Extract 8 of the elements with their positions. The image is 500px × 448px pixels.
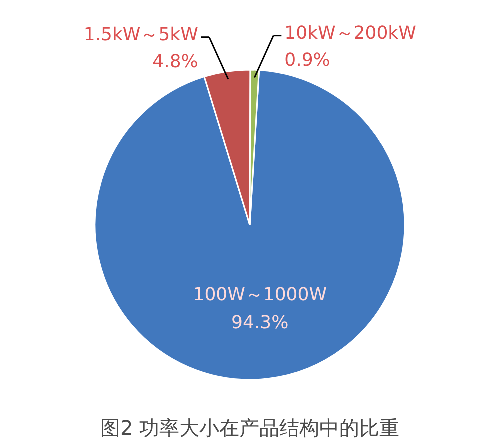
pie-slice [94,70,406,381]
data-label: 0.9% [284,50,330,71]
slice-label: 10kW～200kW [284,22,417,44]
slice-label: 1.5kW～5kW [84,24,199,46]
data-label: 94.3% [232,312,289,334]
slice-label: 100W～1000W [193,284,328,306]
data-label: 4.8% [152,51,198,72]
text: 图2 功率大小在产品结构中的比重 [100,416,400,440]
